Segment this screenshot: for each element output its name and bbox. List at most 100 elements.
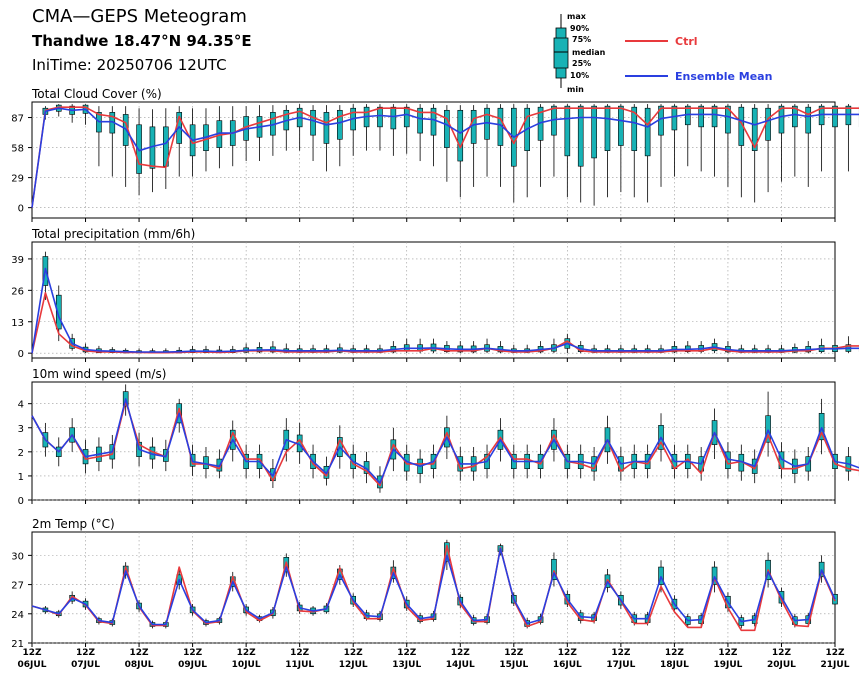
box-body (765, 415, 771, 443)
ctrl-line (31, 106, 859, 208)
legend-p90-label: 90% (570, 24, 589, 33)
box-body (377, 106, 383, 128)
box-plot (845, 104, 852, 172)
box-body (711, 105, 718, 128)
box-plot (818, 398, 825, 455)
panel-title: 10m wind speed (m/s) (32, 367, 166, 381)
x-hour-label: 12Z (504, 648, 524, 658)
box-body (430, 107, 437, 136)
y-tick-label: 87 (11, 114, 24, 125)
x-day-label: 14JUL (446, 660, 475, 670)
y-tick-label: 0 (18, 204, 24, 215)
legend-p10-label: 10% (570, 71, 589, 80)
box-body (55, 294, 62, 330)
x-day-label: 21JUL (821, 660, 850, 670)
x-day-label: 11JUL (285, 660, 314, 670)
panel-title: Total precipitation (mm/6h) (31, 227, 195, 241)
box-plot (337, 105, 343, 167)
ensemble-mean-line (31, 267, 859, 354)
box-body (845, 105, 852, 126)
x-day-label: 12JUL (339, 660, 368, 670)
init-time-label: IniTime: 20250706 12UTC (32, 56, 227, 74)
legend-inner-box (553, 37, 569, 69)
y-tick-label: 30 (11, 551, 24, 562)
y-tick-label: 4 (18, 400, 24, 411)
box-body (711, 566, 718, 585)
x-hour-label: 12Z (22, 648, 42, 658)
x-hour-label: 12Z (611, 648, 631, 658)
box-body (751, 107, 758, 151)
box-body (698, 105, 704, 128)
x-hour-label: 12Z (558, 648, 578, 658)
y-tick-label: 13 (11, 318, 24, 329)
legend: max 90% 75% median 25% 10% min Ctrl Ense… (553, 12, 772, 94)
x-day-label: 08JUL (125, 660, 154, 670)
panel-title: 2m Temp (°C) (32, 517, 115, 531)
x-day-label: 16JUL (553, 660, 582, 670)
ensemble-mean-line (31, 398, 859, 484)
box-body (417, 107, 423, 134)
box-plot (323, 105, 330, 172)
y-tick-label: 27 (11, 581, 24, 592)
panel-frame (31, 381, 836, 501)
x-day-label: 09JUL (178, 660, 207, 670)
ensemble-mean-line (31, 547, 836, 626)
x-hour-label: 12Z (290, 648, 310, 658)
box-plot (644, 104, 651, 203)
y-tick-label: 58 (11, 144, 24, 155)
legend-ctrl-label: Ctrl (675, 35, 698, 48)
ctrl-line (31, 292, 859, 354)
box-body (444, 542, 450, 562)
box-body (390, 106, 397, 130)
box-plot (604, 104, 611, 198)
y-tick-label: 29 (11, 174, 24, 185)
panel-title: Total Cloud Cover (%) (31, 87, 162, 101)
x-hour-label: 12Z (451, 648, 471, 658)
y-tick-label: 21 (11, 639, 24, 650)
ctrl-line (31, 400, 859, 487)
box-plot (832, 104, 838, 177)
box-plot (631, 104, 638, 198)
x-day-label: 15JUL (499, 660, 528, 670)
box-plot (430, 104, 437, 167)
x-day-label: 18JUL (660, 660, 689, 670)
x-day-label: 17JUL (606, 660, 635, 670)
box-body (832, 105, 838, 128)
box-body (403, 106, 410, 128)
ensemble-mean-line (31, 107, 859, 208)
y-tick-label: 24 (11, 610, 24, 621)
legend-median-label: median (572, 48, 606, 57)
box-body (658, 566, 664, 585)
location-label: Thandwe 18.47°N 94.35°E (32, 32, 252, 50)
legend-p25-label: 25% (572, 59, 591, 68)
x-hour-label: 12Z (825, 648, 845, 658)
x-day-label: 20JUL (767, 660, 796, 670)
panel-frame (31, 531, 836, 644)
panel-frame (31, 241, 836, 359)
y-tick-label: 0 (18, 349, 24, 360)
x-hour-label: 12Z (772, 648, 792, 658)
box-body (618, 105, 624, 146)
legend-box-labels: max 90% 75% median 25% 10% min (567, 12, 606, 94)
box-plot (310, 105, 316, 162)
x-hour-label: 12Z (76, 648, 96, 658)
box-body (323, 112, 330, 144)
box-body (564, 105, 571, 157)
box-plot (390, 104, 397, 156)
box-body (577, 105, 584, 167)
box-body (310, 109, 316, 136)
box-body (604, 105, 611, 151)
x-hour-label: 12Z (665, 648, 685, 658)
x-day-label: 13JUL (392, 660, 421, 670)
x-hour-label: 12Z (237, 648, 257, 658)
box-plot (725, 104, 731, 187)
y-tick-label: 3 (18, 424, 24, 435)
x-hour-label: 12Z (130, 648, 150, 658)
x-hour-label: 12Z (183, 648, 203, 658)
box-body (644, 107, 651, 157)
box-plot (751, 104, 758, 203)
box-plot (618, 104, 624, 193)
